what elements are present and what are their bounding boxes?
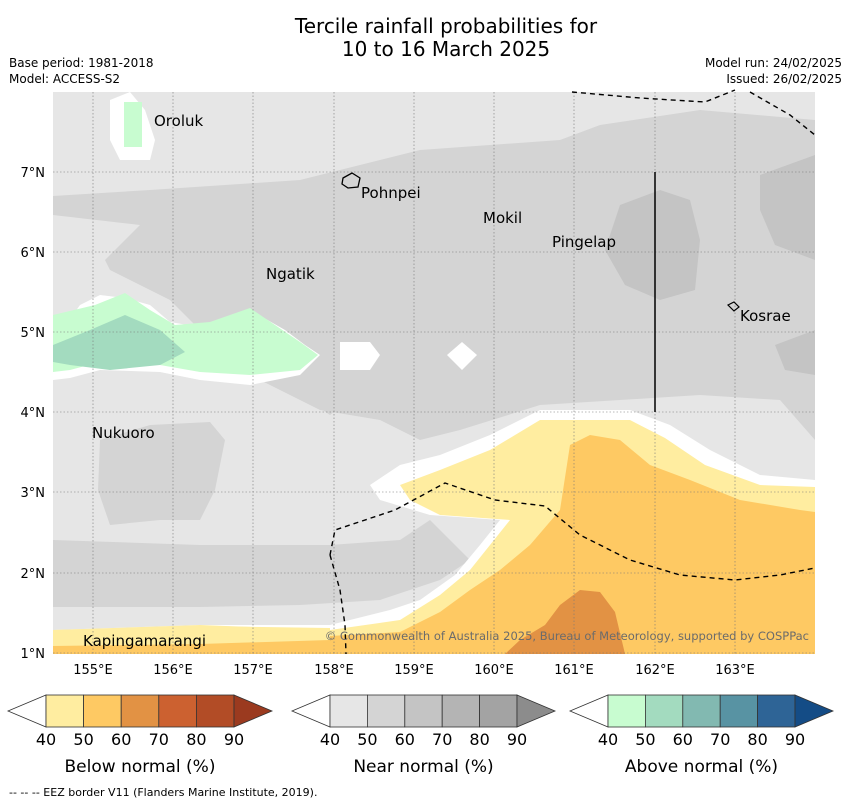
colorbar-tick: 50 <box>635 730 655 749</box>
colorbar-tick: 60 <box>673 730 693 749</box>
colorbar-swatch <box>479 694 518 728</box>
colorbars: 40 50 60 70 80 90 Below normal (%) 40 50 60 70 80 90… <box>6 694 835 777</box>
colorbar-swatch <box>607 694 646 728</box>
below-normal-50-region <box>53 435 815 654</box>
lat-label: 2°N <box>21 567 46 582</box>
colorbar-tick: 60 <box>395 730 415 749</box>
colorbar-swatch <box>682 694 721 728</box>
colorbar-title: Near normal (%) <box>353 757 493 777</box>
colorbar-max-arrow <box>516 694 557 728</box>
above-normal-50-region <box>53 315 185 370</box>
lon-label: 160°E <box>474 663 514 678</box>
colorbar-swatch <box>645 694 684 728</box>
colorbar-tick: 40 <box>320 730 340 749</box>
place-label-pingelap: Pingelap <box>552 233 616 251</box>
colorbar-tick: 70 <box>710 730 730 749</box>
model-run: Model run: 24/02/2025 <box>704 56 842 70</box>
lon-label: 159°E <box>394 663 434 678</box>
copyright-notice: © Commonwealth of Australia 2025, Bureau… <box>325 629 809 643</box>
colorbar-swatch <box>329 694 368 728</box>
colorbar-min-arrow <box>6 694 47 728</box>
eez-footer-note: -- -- -- EEZ border V11 (Flanders Marine… <box>9 786 318 799</box>
lon-label: 162°E <box>635 663 675 678</box>
issued-date: Issued: 26/02/2025 <box>726 72 842 86</box>
colorbar-swatch <box>404 694 443 728</box>
pohnpei-island-shape <box>341 172 361 189</box>
colorbar-swatch <box>158 694 197 728</box>
kosrae-island-shape <box>726 301 740 312</box>
colorbar-swatch <box>719 694 759 728</box>
colorbar-swatch <box>45 694 84 728</box>
colorbar-tick: 40 <box>598 730 618 749</box>
colorbar-tick: 90 <box>224 730 244 749</box>
model-name: Model: ACCESS-S2 <box>9 72 121 86</box>
lat-label: 1°N <box>21 647 46 662</box>
lon-label: 155°E <box>73 663 113 678</box>
lat-label: 5°N <box>21 326 46 341</box>
colorbar-2: 40 50 60 70 80 90 Above normal (%) <box>568 694 835 777</box>
lat-label: 4°N <box>21 406 46 421</box>
colorbar-tick: 80 <box>747 730 767 749</box>
colorbar-swatch <box>366 694 406 728</box>
colorbar-tick: 90 <box>507 730 527 749</box>
colorbar-min-arrow <box>568 694 609 728</box>
colorbar-max-arrow <box>794 694 835 728</box>
meta-right: Model run: 24/02/2025 Issued: 26/02/2025 <box>705 55 842 87</box>
colorbar-swatch <box>195 694 235 728</box>
latitude-labels: 7°N 6°N 5°N 4°N 3°N 2°N 1°N <box>21 166 46 662</box>
place-label-kosrae: Kosrae <box>740 307 791 325</box>
lon-label: 161°E <box>554 663 594 678</box>
lon-label: 157°E <box>233 663 273 678</box>
colorbar-swatch <box>83 694 122 728</box>
graticule <box>53 92 815 654</box>
colorbar-tick: 90 <box>785 730 805 749</box>
colorbar-tick: 50 <box>357 730 377 749</box>
colorbar-min-arrow <box>290 694 331 728</box>
below-normal-60-region <box>505 590 625 654</box>
colorbar-tick: 80 <box>186 730 206 749</box>
lon-label: 158°E <box>314 663 354 678</box>
colorbar-tick: 40 <box>36 730 56 749</box>
longitude-labels: 155°E 156°E 157°E 158°E 159°E 160°E 161°E 162°E… <box>73 663 755 678</box>
lat-label: 6°N <box>21 246 46 261</box>
colorbar-1: 40 50 60 70 80 90 Near normal (%) <box>290 694 557 777</box>
colorbar-tick: 70 <box>432 730 452 749</box>
colorbar-swatch <box>757 694 796 728</box>
colorbar-tick: 80 <box>469 730 489 749</box>
place-label-ngatik: Ngatik <box>266 265 315 283</box>
lat-label: 7°N <box>21 166 46 181</box>
colorbar-title: Below normal (%) <box>65 757 216 777</box>
lon-label: 163°E <box>715 663 755 678</box>
colorbar-max-arrow <box>233 694 274 728</box>
colorbar-swatch <box>441 694 481 728</box>
title-line-2: 10 to 16 March 2025 <box>341 37 551 61</box>
place-label-kapingamarangi: Kapingamarangi <box>83 632 206 650</box>
place-labels: Oroluk Pohnpei Mokil Pingelap Ngatik Kos… <box>83 112 791 650</box>
eez-border <box>329 89 816 655</box>
place-label-pohnpei: Pohnpei <box>361 184 421 202</box>
place-label-mokil: Mokil <box>483 209 522 227</box>
colorbar-0: 40 50 60 70 80 90 Below normal (%) <box>6 694 274 777</box>
meta-left: Base period: 1981-2018 Model: ACCESS-S2 <box>9 55 154 87</box>
lon-label: 156°E <box>153 663 193 678</box>
colorbar-tick: 50 <box>73 730 93 749</box>
lat-label: 3°N <box>21 486 46 501</box>
colorbar-title: Above normal (%) <box>625 757 778 777</box>
base-period: Base period: 1981-2018 <box>9 56 154 70</box>
colorbar-swatch <box>120 694 160 728</box>
colorbar-tick: 60 <box>111 730 131 749</box>
probability-fill <box>53 92 815 654</box>
place-label-nukuoro: Nukuoro <box>92 424 155 442</box>
place-label-oroluk: Oroluk <box>154 112 203 130</box>
colorbar-tick: 70 <box>149 730 169 749</box>
title-line-1: Tercile rainfall probabilities for <box>294 14 598 38</box>
